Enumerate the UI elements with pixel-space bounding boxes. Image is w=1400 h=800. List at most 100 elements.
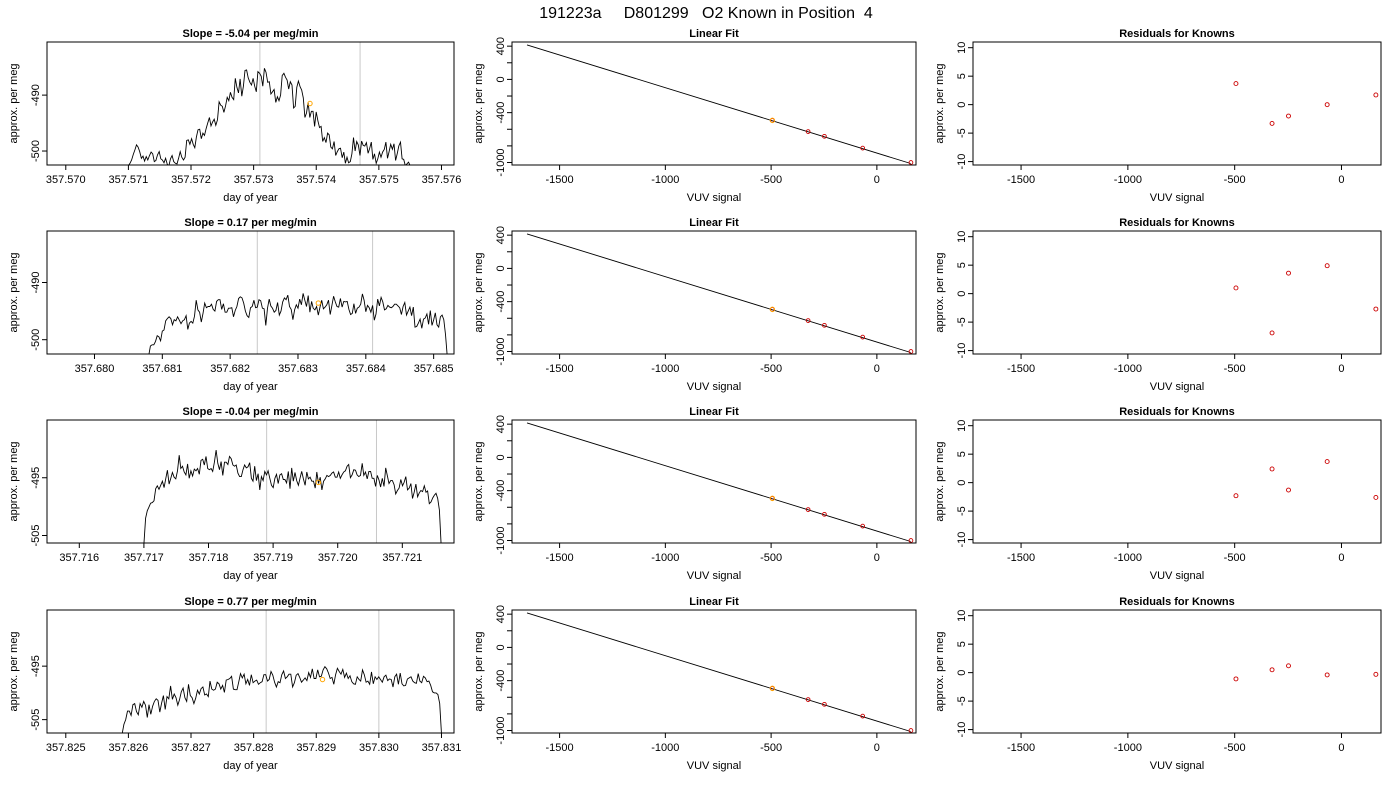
y-axis-label: approx. per meg bbox=[934, 631, 946, 711]
x-axis-label: day of year bbox=[223, 192, 278, 204]
mean-marker bbox=[319, 676, 326, 683]
plot-frame bbox=[972, 230, 1382, 355]
residual-point bbox=[1286, 270, 1291, 276]
x-tick-label: -1500 bbox=[546, 363, 574, 375]
known-point bbox=[805, 129, 811, 134]
panel-3-2: Residuals for Knowns -1500 -1000 -500 0 VUV s… bbox=[934, 596, 1382, 772]
known-point bbox=[860, 334, 866, 340]
known-point bbox=[822, 701, 827, 707]
known-point bbox=[822, 322, 827, 328]
known-point bbox=[805, 697, 811, 702]
x-tick-label: -1500 bbox=[546, 174, 574, 186]
fit-line bbox=[526, 233, 911, 353]
residual-point bbox=[1324, 263, 1330, 269]
x-tick-label: -1000 bbox=[1114, 363, 1142, 375]
x-tick-label: 357.571 bbox=[109, 174, 149, 186]
known-point bbox=[805, 318, 811, 323]
x-tick-label: 357.684 bbox=[346, 363, 386, 375]
panel-title: Linear Fit bbox=[689, 217, 739, 229]
x-tick-label: -1000 bbox=[651, 552, 679, 564]
signal-trace bbox=[128, 68, 411, 165]
y-tick-label: -505 bbox=[30, 524, 42, 546]
y-axis-label: approx. per meg bbox=[934, 252, 946, 332]
signal-trace bbox=[121, 665, 442, 733]
x-tick-label: 357.830 bbox=[359, 742, 399, 754]
y-tick-label: -495 bbox=[30, 655, 42, 677]
panel-1-0: Slope = 0.17 per meg/min 357.680 357.681 35… bbox=[8, 217, 455, 393]
y-tick-label: -5 bbox=[956, 696, 968, 706]
y-tick-label: 5 bbox=[956, 73, 968, 79]
known-point bbox=[908, 538, 914, 543]
y-axis-label: approx. per meg bbox=[473, 441, 485, 521]
y-axis-label: approx. per meg bbox=[473, 631, 485, 711]
x-tick-label: 0 bbox=[874, 363, 880, 375]
x-tick-label: 357.572 bbox=[171, 174, 211, 186]
residual-point bbox=[1269, 120, 1275, 126]
x-tick-label: -1000 bbox=[651, 742, 679, 754]
residual-point bbox=[1233, 676, 1239, 682]
y-tick-label: 0 bbox=[956, 102, 968, 108]
y-axis-label: approx. per meg bbox=[8, 631, 20, 711]
x-tick-label: 0 bbox=[1338, 742, 1344, 754]
known-point bbox=[822, 511, 827, 517]
y-tick-label: -490 bbox=[30, 84, 42, 106]
panel-title: Slope = -0.04 per meg/min bbox=[182, 406, 318, 418]
y-tick-label: -1000 bbox=[495, 716, 507, 744]
x-tick-label: 357.685 bbox=[414, 363, 454, 375]
residual-point bbox=[1286, 487, 1291, 493]
known-point bbox=[860, 713, 866, 719]
y-tick-label: 400 bbox=[495, 226, 507, 244]
x-tick-label: 357.681 bbox=[142, 363, 182, 375]
panel-0-0: Slope = -5.04 per meg/min 357.570 357.571 3… bbox=[8, 28, 461, 204]
known-point bbox=[860, 523, 866, 529]
y-tick-label: -505 bbox=[30, 709, 42, 731]
y-tick-label: -400 bbox=[495, 102, 507, 124]
panel-title: Slope = 0.17 per meg/min bbox=[184, 217, 317, 229]
y-tick-label: -490 bbox=[30, 271, 42, 293]
y-tick-label: 0 bbox=[956, 480, 968, 486]
x-tick-label: -1500 bbox=[546, 552, 574, 564]
y-tick-label: 5 bbox=[956, 641, 968, 647]
residual-point bbox=[1324, 102, 1330, 108]
residual-point bbox=[1373, 92, 1379, 98]
y-tick-label: -10 bbox=[956, 532, 968, 548]
y-tick-label: 0 bbox=[495, 265, 507, 271]
x-axis-label: day of year bbox=[223, 381, 278, 393]
y-axis-label: approx. per meg bbox=[8, 63, 20, 143]
y-tick-label: 0 bbox=[495, 454, 507, 460]
y-tick-label: -10 bbox=[956, 343, 968, 359]
y-tick-label: -5 bbox=[956, 128, 968, 138]
x-tick-label: -500 bbox=[760, 552, 782, 564]
x-axis-label: VUV signal bbox=[1150, 381, 1204, 393]
x-tick-label: -500 bbox=[760, 742, 782, 754]
x-tick-label: -500 bbox=[1224, 363, 1246, 375]
x-tick-label: 357.719 bbox=[253, 552, 293, 564]
y-axis-label: approx. per meg bbox=[8, 252, 20, 332]
y-tick-label: -1000 bbox=[495, 148, 507, 176]
x-tick-label: -1000 bbox=[651, 363, 679, 375]
x-axis-label: VUV signal bbox=[1150, 760, 1204, 772]
y-tick-label: -5 bbox=[956, 317, 968, 327]
known-point bbox=[908, 349, 914, 354]
panel-title: Residuals for Knowns bbox=[1119, 596, 1235, 608]
x-tick-label: -500 bbox=[1224, 742, 1246, 754]
panel-title: Residuals for Knowns bbox=[1119, 406, 1235, 418]
residual-point bbox=[1233, 285, 1239, 291]
x-tick-label: -500 bbox=[760, 174, 782, 186]
panel-2-2: Residuals for Knowns -1500 -1000 -500 0 VUV s… bbox=[934, 406, 1382, 582]
unknown-marker bbox=[769, 306, 776, 313]
panel-1-2: Residuals for Knowns -1500 -1000 -500 0 VUV s… bbox=[934, 217, 1382, 393]
fit-line bbox=[526, 612, 911, 732]
x-tick-label: 357.718 bbox=[189, 552, 229, 564]
panel-title: Linear Fit bbox=[689, 28, 739, 40]
residual-point bbox=[1286, 113, 1291, 119]
y-tick-label: 5 bbox=[956, 451, 968, 457]
y-tick-label: -5 bbox=[956, 506, 968, 516]
y-tick-label: 400 bbox=[495, 37, 507, 55]
known-point bbox=[908, 728, 914, 733]
panel-title: Linear Fit bbox=[689, 406, 739, 418]
x-tick-label: 357.683 bbox=[278, 363, 318, 375]
x-tick-label: -1500 bbox=[1007, 174, 1035, 186]
y-tick-label: -10 bbox=[956, 722, 968, 738]
panel-title: Residuals for Knowns bbox=[1119, 28, 1235, 40]
